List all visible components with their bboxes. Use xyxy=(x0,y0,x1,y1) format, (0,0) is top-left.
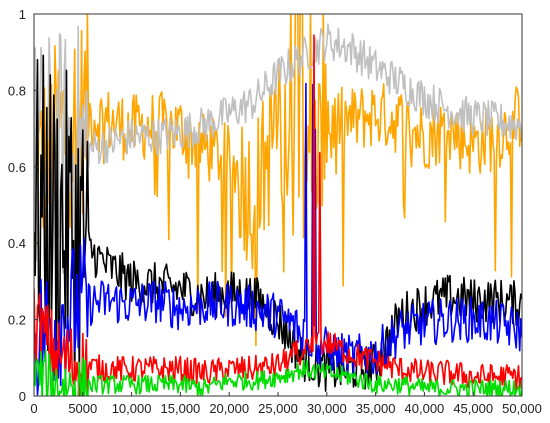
y-tick-label: 1 xyxy=(19,7,26,22)
y-tick-label: 0.8 xyxy=(8,83,26,98)
y-tick-label: 0 xyxy=(19,389,26,404)
series-line-5 xyxy=(34,34,522,396)
y-tick-label: 0.2 xyxy=(8,313,26,328)
y-tick-label: 0.6 xyxy=(8,160,26,175)
x-tick-label: 40,000 xyxy=(405,401,445,416)
x-tick-label: 30,000 xyxy=(307,401,347,416)
x-tick-label: 0 xyxy=(30,401,37,416)
series-line-4 xyxy=(34,82,522,396)
series-line-3 xyxy=(34,54,522,396)
series-line-2 xyxy=(34,23,522,283)
x-tick-label: 50,000 xyxy=(502,401,542,416)
axis-layer: 0 5000 10,000 15,000 20,000 25,000 30,000 35,00… xyxy=(8,7,542,416)
x-tick-label: 45,000 xyxy=(453,401,493,416)
x-tick-label: 35,000 xyxy=(356,401,396,416)
x-tick-label: 25,000 xyxy=(258,401,298,416)
series-line-6 xyxy=(34,349,522,396)
x-tick-label: 20,000 xyxy=(209,401,249,416)
y-tick-label: 0.4 xyxy=(8,236,26,251)
x-tick-label: 10,000 xyxy=(112,401,152,416)
series-line-1 xyxy=(34,14,522,347)
x-tick-label: 15,000 xyxy=(161,401,201,416)
x-tick-label: 5000 xyxy=(68,401,97,416)
plot-frame xyxy=(33,13,523,397)
series-layer xyxy=(34,14,522,396)
